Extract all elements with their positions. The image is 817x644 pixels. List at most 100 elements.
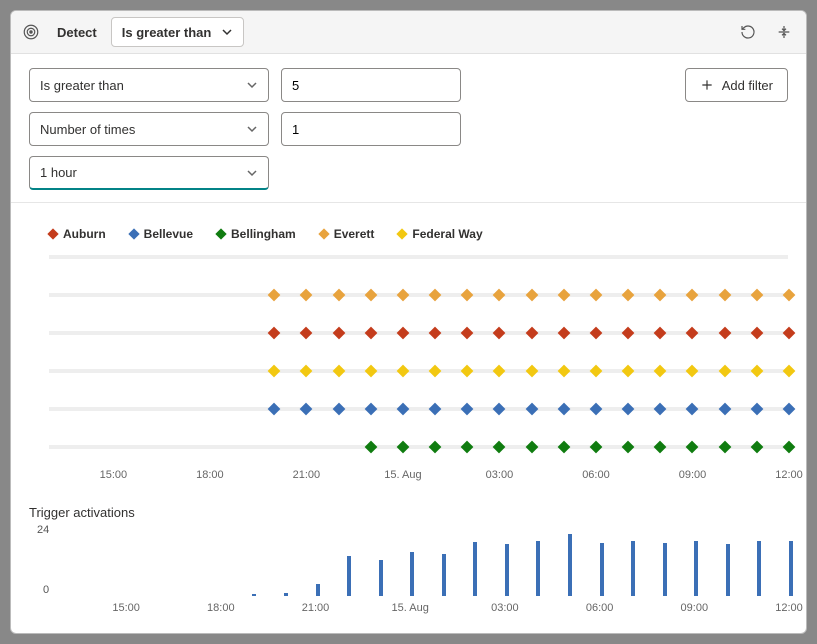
data-point xyxy=(622,365,635,378)
data-point xyxy=(783,441,796,454)
trigger-bar xyxy=(789,541,793,596)
chart-area: Auburn Bellevue Bellingham Everett Federal W… xyxy=(11,203,806,624)
data-point xyxy=(557,365,570,378)
trigger-bar xyxy=(473,542,477,596)
data-point xyxy=(397,403,410,416)
data-point xyxy=(525,327,538,340)
data-point xyxy=(493,441,506,454)
collapse-button[interactable] xyxy=(770,18,798,46)
data-point xyxy=(590,403,603,416)
data-point xyxy=(364,327,377,340)
detect-panel: Detect Is greater than Is greater than N… xyxy=(10,10,807,634)
legend-item[interactable]: Bellevue xyxy=(130,227,193,241)
chevron-down-icon xyxy=(246,167,258,179)
data-point xyxy=(622,327,635,340)
data-point xyxy=(332,365,345,378)
condition-select-value: Is greater than xyxy=(40,78,124,93)
add-filter-button[interactable]: Add filter xyxy=(685,68,788,102)
data-point xyxy=(750,365,763,378)
data-point xyxy=(461,327,474,340)
condition-value-input[interactable] xyxy=(281,68,461,102)
legend-label: Auburn xyxy=(63,227,106,241)
gridline xyxy=(49,331,788,335)
data-point xyxy=(590,327,603,340)
data-point xyxy=(654,365,667,378)
toolbar: Detect Is greater than xyxy=(11,11,806,54)
data-point xyxy=(429,289,442,302)
trigger-bar xyxy=(284,593,288,596)
count-select-value: Number of times xyxy=(40,122,135,137)
data-point xyxy=(300,365,313,378)
filters-area: Is greater than Number of times 1 hour A… xyxy=(11,54,806,203)
data-point xyxy=(557,441,570,454)
triggers-bar-chart xyxy=(63,526,788,596)
scatter-chart xyxy=(49,251,788,461)
data-point xyxy=(397,327,410,340)
data-point xyxy=(364,289,377,302)
legend-item[interactable]: Federal Way xyxy=(398,227,482,241)
chevron-down-icon xyxy=(246,79,258,91)
data-point xyxy=(654,441,667,454)
x-tick-label: 09:00 xyxy=(679,469,707,481)
target-icon xyxy=(19,20,43,44)
data-point xyxy=(300,327,313,340)
trigger-bar xyxy=(663,543,667,596)
gridline xyxy=(49,445,788,449)
data-point xyxy=(590,441,603,454)
count-select[interactable]: Number of times xyxy=(29,112,269,146)
plus-icon xyxy=(700,78,714,92)
legend-label: Everett xyxy=(334,227,375,241)
x-tick-label: 06:00 xyxy=(586,602,614,614)
mode-select[interactable]: Is greater than xyxy=(111,17,245,47)
data-point xyxy=(686,403,699,416)
x-tick-label: 15. Aug xyxy=(384,469,421,481)
trigger-bar xyxy=(252,594,256,596)
data-point xyxy=(429,441,442,454)
data-point xyxy=(557,327,570,340)
legend-item[interactable]: Bellingham xyxy=(217,227,296,241)
data-point xyxy=(332,327,345,340)
data-point xyxy=(461,365,474,378)
data-point xyxy=(622,403,635,416)
window-select-value: 1 hour xyxy=(40,165,77,180)
data-point xyxy=(686,441,699,454)
data-point xyxy=(429,403,442,416)
x-tick-label: 12:00 xyxy=(775,469,803,481)
data-point xyxy=(750,441,763,454)
data-point xyxy=(750,289,763,302)
x-tick-label: 09:00 xyxy=(681,602,709,614)
trigger-bar xyxy=(694,541,698,596)
data-point xyxy=(525,441,538,454)
legend-item[interactable]: Auburn xyxy=(49,227,106,241)
data-point xyxy=(557,289,570,302)
data-point xyxy=(654,403,667,416)
data-point xyxy=(397,365,410,378)
window-select[interactable]: 1 hour xyxy=(29,156,269,190)
count-value-input[interactable] xyxy=(281,112,461,146)
data-point xyxy=(461,403,474,416)
data-point xyxy=(268,289,281,302)
data-point xyxy=(525,289,538,302)
data-point xyxy=(268,365,281,378)
mode-select-value: Is greater than xyxy=(122,25,212,40)
data-point xyxy=(686,365,699,378)
legend-item[interactable]: Everett xyxy=(320,227,375,241)
data-point xyxy=(364,365,377,378)
data-point xyxy=(622,441,635,454)
data-point xyxy=(654,289,667,302)
data-point xyxy=(718,441,731,454)
data-point xyxy=(525,403,538,416)
reset-button[interactable] xyxy=(734,18,762,46)
scatter-x-axis: 15:0018:0021:0015. Aug03:0006:0009:0012:… xyxy=(49,469,788,483)
legend-label: Bellingham xyxy=(231,227,296,241)
trigger-bar xyxy=(568,534,572,596)
data-point xyxy=(300,403,313,416)
data-point xyxy=(461,289,474,302)
triggers-x-axis: 15:0018:0021:0015. Aug03:0006:0009:0012:… xyxy=(63,602,788,616)
condition-select[interactable]: Is greater than xyxy=(29,68,269,102)
x-tick-label: 06:00 xyxy=(582,469,610,481)
data-point xyxy=(397,289,410,302)
data-point xyxy=(493,365,506,378)
trigger-bar xyxy=(726,544,730,596)
data-point xyxy=(461,441,474,454)
